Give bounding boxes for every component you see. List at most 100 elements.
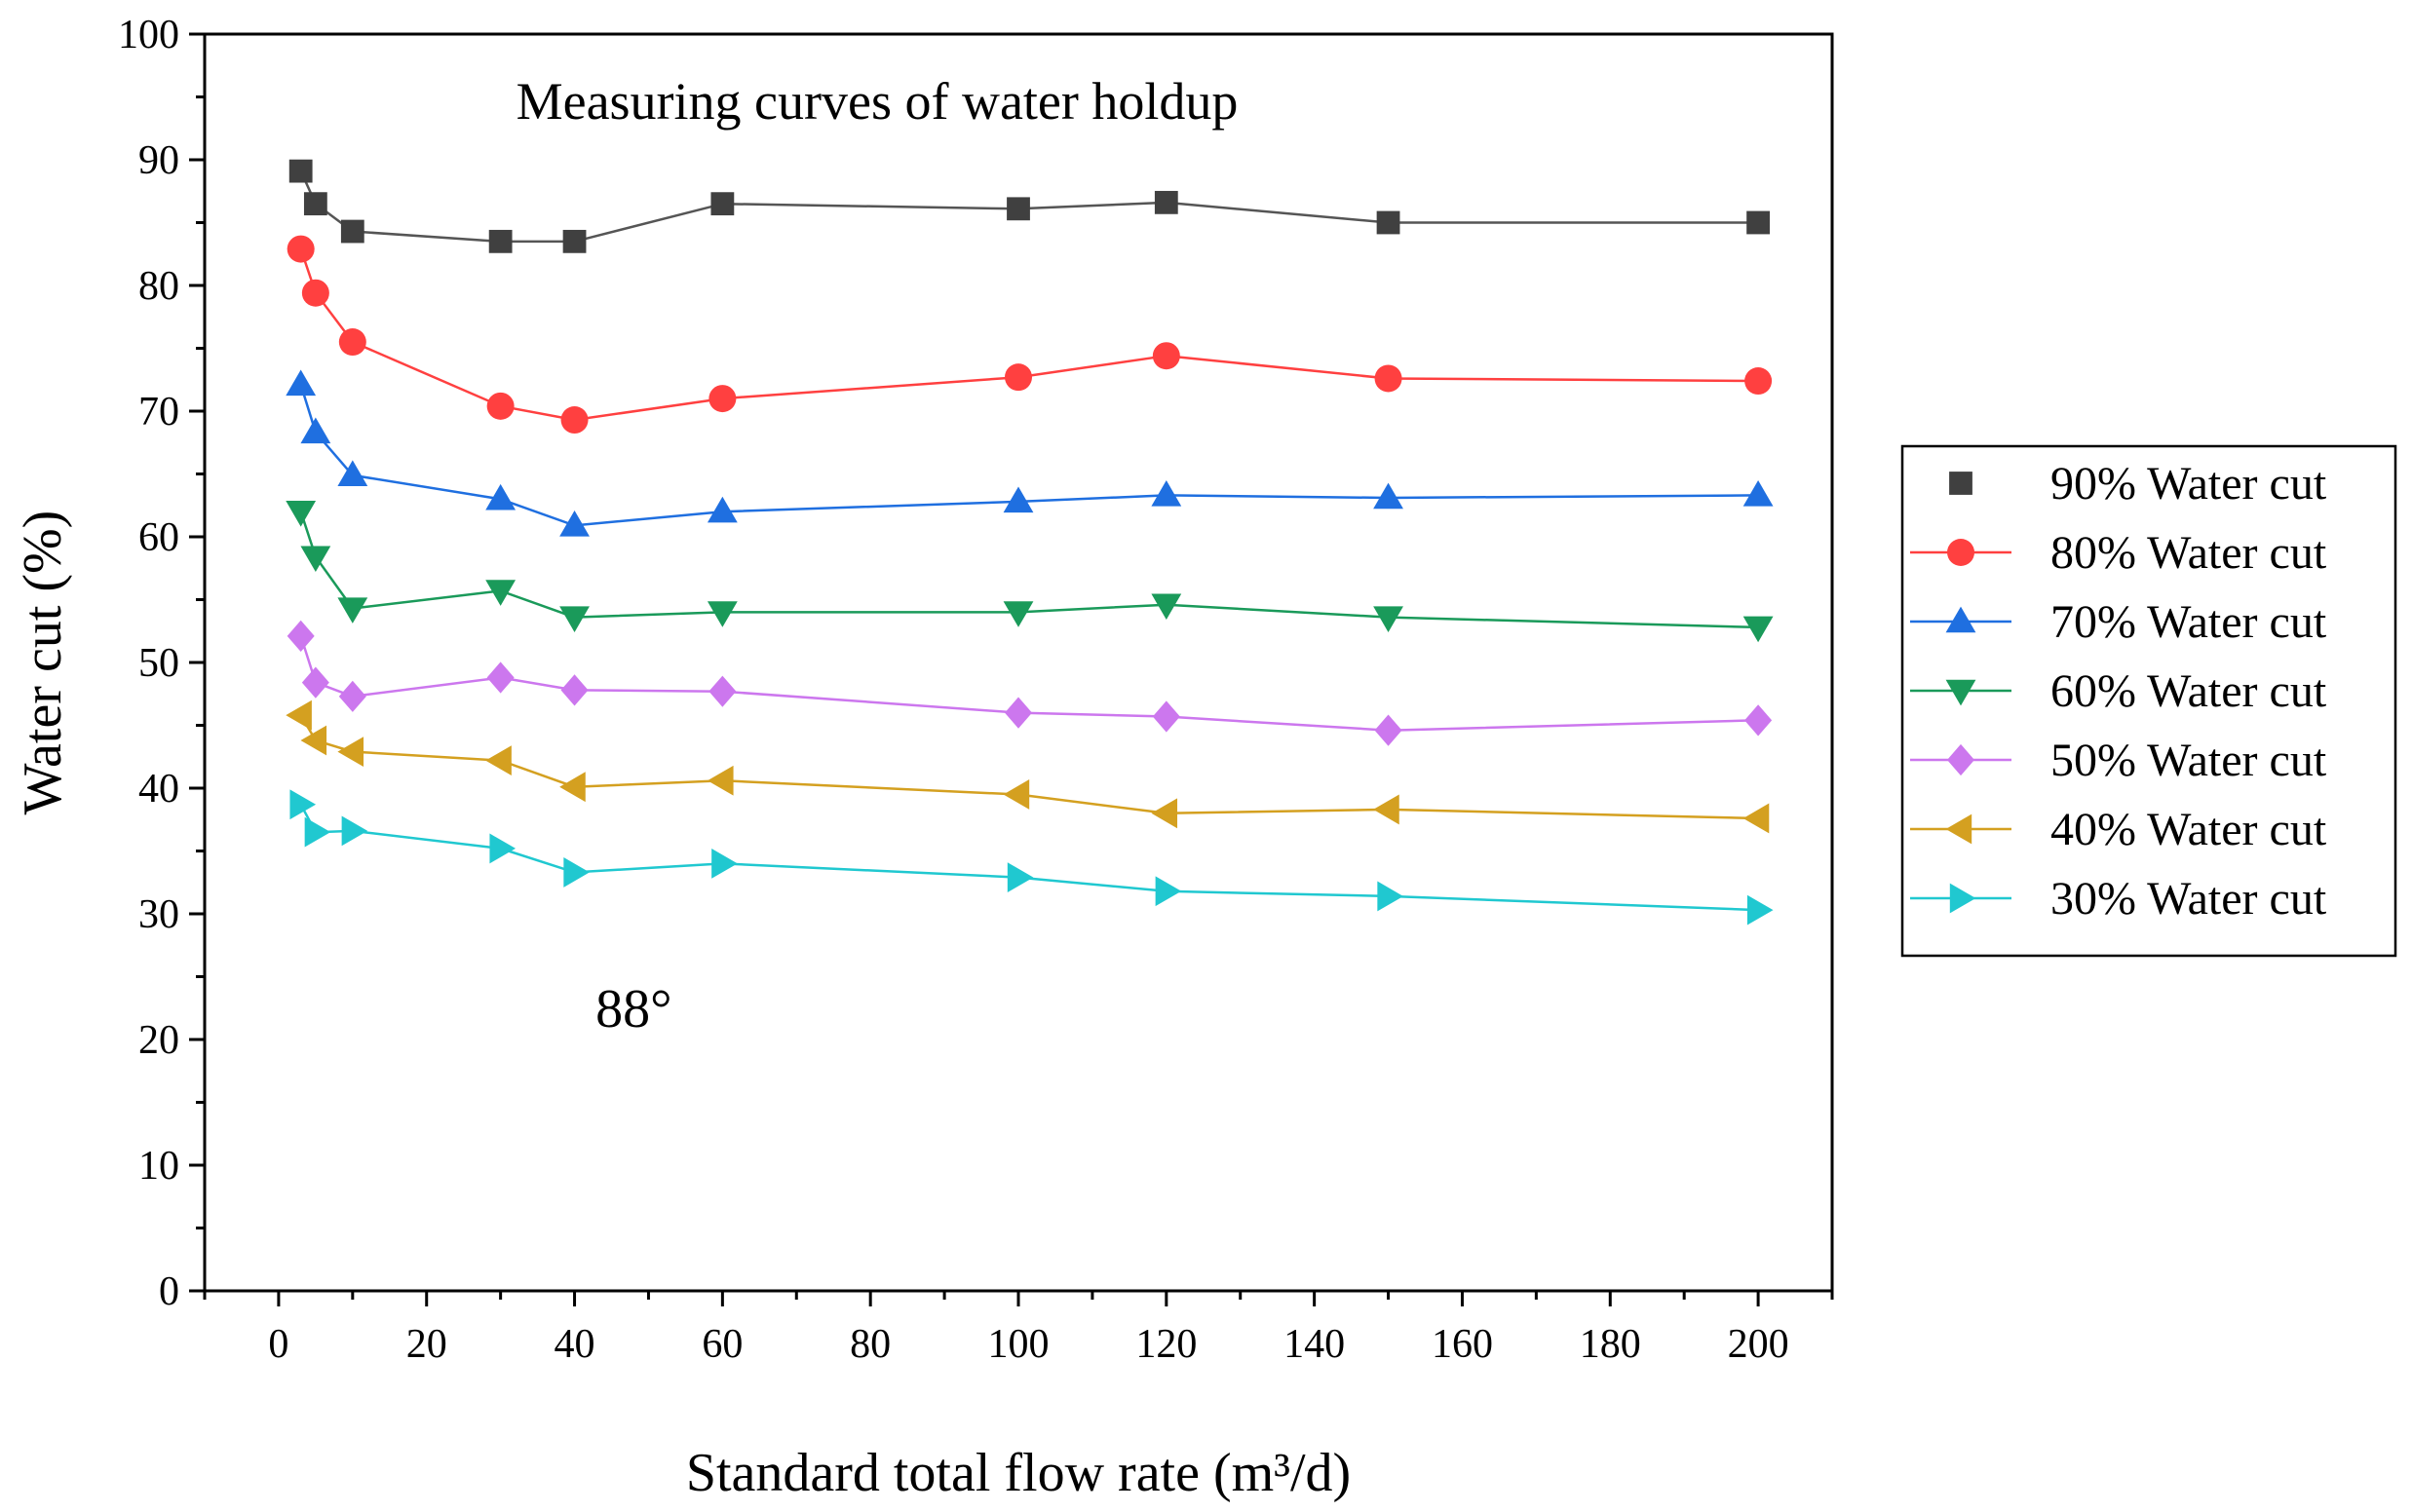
series-6 (286, 699, 1770, 834)
legend-marker (1945, 679, 1976, 706)
legend-label: 70% Water cut (2050, 596, 2327, 648)
x-tick-label: 120 (1135, 1322, 1197, 1367)
data-point (563, 857, 590, 888)
data-point (559, 606, 590, 632)
data-point (287, 620, 315, 653)
data-point (707, 496, 738, 523)
data-point (1373, 794, 1399, 825)
data-point (708, 675, 737, 707)
x-tick-label: 40 (555, 1322, 595, 1367)
x-tick-label: 60 (702, 1322, 743, 1367)
data-point (1151, 798, 1178, 829)
data-point (1742, 803, 1770, 834)
data-point (340, 219, 364, 244)
x-tick-label: 180 (1580, 1322, 1641, 1367)
x-tick-label: 20 (406, 1322, 447, 1367)
data-point (1742, 480, 1774, 507)
data-point (1377, 881, 1403, 912)
data-point (1005, 697, 1032, 729)
data-point (1742, 616, 1774, 643)
series-1 (288, 159, 1770, 253)
chart-title: Measuring curves of water holdup (517, 72, 1239, 131)
legend-marker (1945, 606, 1976, 633)
data-point (486, 662, 515, 694)
series-line (299, 510, 1759, 629)
y-tick-label: 90 (138, 138, 179, 183)
data-point (562, 229, 587, 253)
data-point (1376, 210, 1400, 235)
data-point (300, 725, 327, 756)
legend-label: 50% Water cut (2050, 735, 2327, 786)
y-tick-label: 70 (138, 390, 179, 435)
legend-label: 60% Water cut (2050, 665, 2327, 717)
y-tick-label: 30 (138, 892, 179, 937)
data-point (1746, 894, 1774, 926)
data-point (1155, 876, 1182, 907)
data-point (1151, 593, 1182, 621)
series-4 (286, 501, 1774, 643)
legend-label: 90% Water cut (2050, 458, 2327, 510)
data-point (289, 789, 317, 820)
legend: 90% Water cut 80% Water cut 70% Water cut 6… (1900, 444, 2397, 958)
y-tick-label: 100 (118, 13, 179, 57)
data-point (300, 546, 331, 573)
series-line (299, 714, 1759, 820)
data-point (708, 385, 737, 413)
x-tick-label: 100 (988, 1322, 1050, 1367)
data-point (1152, 342, 1180, 370)
data-point (1744, 367, 1773, 396)
data-point (488, 229, 513, 253)
series-line (299, 635, 1759, 732)
y-tick-label: 10 (138, 1144, 179, 1189)
data-point (337, 460, 368, 486)
y-tick-label: 40 (138, 767, 179, 812)
data-point (1373, 482, 1403, 510)
data-point (286, 369, 317, 397)
x-tick-label: 0 (268, 1322, 288, 1367)
data-point (560, 674, 589, 706)
plot-frame (203, 32, 1834, 1293)
data-point (300, 417, 331, 444)
data-point (1744, 704, 1773, 737)
data-point (337, 597, 368, 624)
data-point (486, 392, 515, 420)
series-2 (287, 235, 1773, 435)
legend-marker (1949, 472, 1972, 495)
y-tick-label: 20 (138, 1018, 179, 1063)
y-tick-label: 0 (159, 1269, 179, 1314)
legend-marker (1949, 883, 1976, 914)
data-point (559, 772, 586, 803)
data-point (489, 833, 517, 864)
data-point (1373, 606, 1403, 632)
data-point (341, 815, 368, 847)
data-point (1746, 210, 1770, 235)
data-point (1005, 363, 1032, 392)
legend-box (1900, 444, 2397, 958)
x-tick-label: 140 (1283, 1322, 1345, 1367)
data-point (1374, 714, 1402, 746)
data-point (485, 483, 517, 510)
series-3 (286, 369, 1774, 537)
series-layer (286, 159, 1774, 926)
data-point (304, 816, 331, 848)
angle-annotation: 88° (595, 979, 671, 1040)
data-point (707, 601, 738, 627)
data-point (1154, 190, 1178, 214)
legend-marker (1945, 813, 1972, 845)
x-axis-title: Standard total flow rate (m³/d) (686, 1443, 1351, 1503)
data-point (560, 406, 589, 435)
data-point (286, 699, 312, 731)
data-point (303, 192, 327, 216)
axes: 0 10 20 30 40 50 60 70 80 90 100 0 20 40 60 80 100 120 140… (118, 13, 1834, 1367)
data-point (710, 192, 735, 216)
x-tick-label: 200 (1728, 1322, 1789, 1367)
series-line (299, 248, 1759, 422)
legend-label: 30% Water cut (2050, 873, 2327, 925)
series-line (299, 384, 1759, 527)
series-line (299, 804, 1759, 912)
x-tick-label: 160 (1432, 1322, 1493, 1367)
y-axis-title: Water cut (%) (13, 510, 73, 815)
data-point (485, 580, 517, 606)
data-point (288, 159, 313, 183)
